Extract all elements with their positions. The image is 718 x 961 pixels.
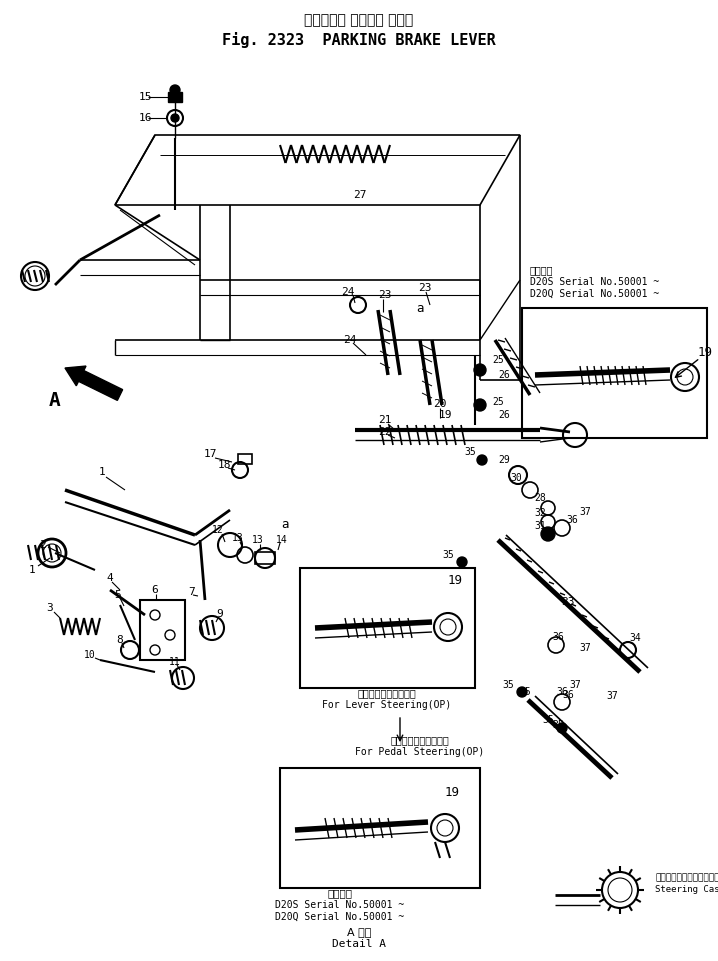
Text: 7: 7 <box>189 587 195 597</box>
Text: 26: 26 <box>498 410 510 420</box>
Circle shape <box>170 85 180 95</box>
Text: 16: 16 <box>139 113 151 123</box>
Text: D20S Serial No.50001 ~: D20S Serial No.50001 ~ <box>530 277 659 287</box>
Text: 適用番号: 適用番号 <box>530 265 554 275</box>
Text: 35: 35 <box>552 720 564 730</box>
Text: 20: 20 <box>433 399 447 409</box>
Text: 1: 1 <box>29 565 35 575</box>
Text: For Pedal Steering(OP): For Pedal Steering(OP) <box>355 747 485 757</box>
Text: 24: 24 <box>343 335 357 345</box>
Text: 19: 19 <box>697 346 712 358</box>
Text: 22: 22 <box>378 427 392 437</box>
Text: 13: 13 <box>232 533 244 543</box>
Text: 36: 36 <box>562 690 574 700</box>
Text: A: A <box>49 390 61 409</box>
Text: 13: 13 <box>252 535 264 545</box>
Text: 2: 2 <box>39 540 45 550</box>
Circle shape <box>541 527 555 541</box>
Text: a: a <box>416 302 424 314</box>
Text: 33: 33 <box>561 597 574 607</box>
Text: For Lever Steering(OP): For Lever Steering(OP) <box>322 700 452 710</box>
FancyArrow shape <box>65 366 123 401</box>
Text: 31: 31 <box>534 521 546 531</box>
Text: 35: 35 <box>542 715 554 725</box>
Bar <box>280 768 480 888</box>
Text: 18: 18 <box>218 460 230 470</box>
Text: 32: 32 <box>534 508 546 518</box>
Text: A 詳細: A 詳細 <box>347 927 371 937</box>
Text: 5: 5 <box>115 590 121 600</box>
Text: 30: 30 <box>510 473 522 483</box>
Text: ステアリングケースカバー: ステアリングケースカバー <box>655 874 718 882</box>
Text: 23: 23 <box>419 283 432 293</box>
Bar <box>238 454 252 464</box>
Text: 1: 1 <box>98 467 106 477</box>
Text: Fig. 2323  PARKING BRAKE LEVER: Fig. 2323 PARKING BRAKE LEVER <box>222 32 496 48</box>
Text: D20Q Serial No.50001 ~: D20Q Serial No.50001 ~ <box>276 912 405 922</box>
Circle shape <box>477 455 487 465</box>
Circle shape <box>474 399 486 411</box>
Text: 37: 37 <box>606 691 618 701</box>
Text: 19: 19 <box>444 785 460 799</box>
Text: 適用番号: 適用番号 <box>327 888 353 898</box>
Text: 27: 27 <box>353 190 367 200</box>
Text: 37: 37 <box>569 680 581 690</box>
Bar <box>255 552 275 564</box>
Text: Detail A: Detail A <box>332 939 386 949</box>
Text: 8: 8 <box>116 635 123 645</box>
Text: 35: 35 <box>519 687 531 697</box>
Circle shape <box>474 364 486 376</box>
Bar <box>168 92 182 102</box>
Text: D20Q Serial No.50001 ~: D20Q Serial No.50001 ~ <box>530 289 659 299</box>
Bar <box>140 600 185 660</box>
Text: 12: 12 <box>212 525 224 535</box>
Bar <box>522 308 707 438</box>
Circle shape <box>171 114 179 122</box>
Text: 35: 35 <box>464 447 476 457</box>
Text: パーキング ブレーキ レバー: パーキング ブレーキ レバー <box>304 13 414 27</box>
Text: 10: 10 <box>84 650 96 660</box>
Text: 9: 9 <box>217 609 223 619</box>
Text: 24: 24 <box>341 287 355 297</box>
Bar <box>300 568 475 688</box>
Text: ペダルステアリング用: ペダルステアリング用 <box>391 735 449 745</box>
Text: D20S Serial No.50001 ~: D20S Serial No.50001 ~ <box>276 900 405 910</box>
Text: a: a <box>281 519 289 531</box>
Circle shape <box>517 687 527 697</box>
Text: 37: 37 <box>579 643 591 653</box>
Circle shape <box>557 723 567 733</box>
Text: 21: 21 <box>378 415 392 425</box>
Text: 29: 29 <box>498 455 510 465</box>
Circle shape <box>457 557 467 567</box>
Text: 36: 36 <box>552 632 564 642</box>
Text: 3: 3 <box>47 603 53 613</box>
Text: 11: 11 <box>169 657 181 667</box>
Text: 15: 15 <box>139 92 151 102</box>
Text: Steering Case Corer: Steering Case Corer <box>655 885 718 895</box>
Text: 19: 19 <box>447 574 462 586</box>
Text: 35: 35 <box>442 550 454 560</box>
Text: 35: 35 <box>502 680 514 690</box>
Text: 36: 36 <box>566 515 578 525</box>
Text: 34: 34 <box>629 633 641 643</box>
Text: レバーステアリング用: レバーステアリング用 <box>358 688 416 698</box>
Text: 26: 26 <box>498 370 510 380</box>
Text: 14: 14 <box>276 535 288 545</box>
Text: 25: 25 <box>492 355 504 365</box>
Text: 25: 25 <box>492 397 504 407</box>
Text: 36: 36 <box>556 687 568 697</box>
Text: 37: 37 <box>579 507 591 517</box>
Text: 17: 17 <box>203 449 217 459</box>
Text: 23: 23 <box>378 290 392 300</box>
Text: 4: 4 <box>107 573 113 583</box>
Text: 19: 19 <box>438 410 452 420</box>
Text: 6: 6 <box>151 585 159 595</box>
Text: 28: 28 <box>534 493 546 503</box>
